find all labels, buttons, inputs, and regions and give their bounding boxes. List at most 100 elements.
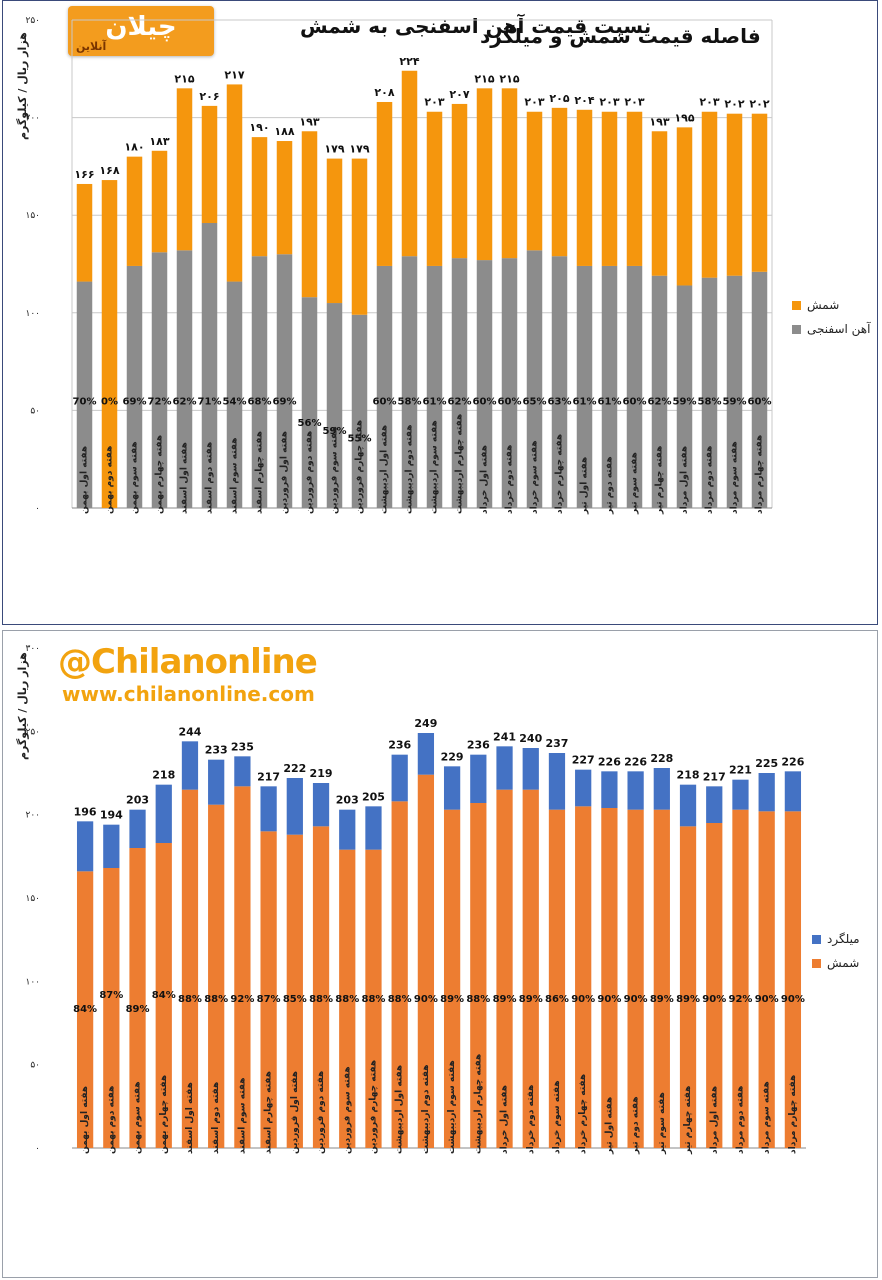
bar-segment-top [784,771,802,812]
total-label: 194 [100,809,123,822]
bar-segment-base [784,811,802,1148]
total-label: 244 [178,725,201,738]
bar-segment-top [181,741,199,790]
legend-item-billet: شمش [792,298,870,312]
bar-segment-top [470,754,487,803]
bar-segment-top [101,180,118,508]
percent-label: 62% [648,396,672,407]
bar-segment-top [76,183,93,282]
total-label: 205 [362,790,385,803]
bar-segment-top [286,778,303,835]
x-category-label: هفته دوم تیر [605,456,615,515]
bar-segment-base [201,223,218,508]
total-label: ۱۸۰ [124,141,144,154]
x-category-label: هفته دوم فروردین [305,431,315,514]
bar-segment-top [522,748,539,790]
percent-label: 61% [423,396,447,407]
x-category-label: هفته اول بهمن [80,1086,90,1154]
x-category-label: هفته چهارم تیر [683,1086,693,1155]
legend-item-billet-2: شمش [812,956,860,970]
total-label: ۱۸۸ [274,125,294,138]
x-category-label: هفته سوم خرداد [552,1080,562,1154]
bar-segment-top [103,824,120,868]
total-label: ۲۰۲ [724,98,744,111]
percent-label: 56% [298,418,322,429]
x-category-label: هفته سوم اردیبهشت [447,1060,457,1154]
x-category-label: هفته سوم فروردین [342,1066,352,1154]
percent-label: 89% [126,1004,150,1015]
percent-label: 90% [414,994,438,1005]
percent-label: 58% [398,396,422,407]
x-category-label: هفته دوم خرداد [505,445,515,514]
total-label: 237 [545,737,568,750]
total-label: ۲۰۳ [624,96,644,109]
bar-segment-base [451,258,468,508]
legend-swatch-billet-2 [812,958,821,968]
percent-label: 90% [597,994,621,1005]
y-tick-label: ۱۵۰ [25,211,40,221]
bar-segment-top [129,809,146,848]
bar-segment-base [181,789,199,1148]
total-label: ۲۱۷ [224,68,244,81]
bar-segment-top [476,88,493,261]
total-label: ۱۹۳ [299,115,319,128]
bar-segment-base [126,265,143,508]
total-label: 236 [467,739,490,752]
bar-segment-top [627,771,644,810]
total-label: ۲۱۵ [499,72,519,85]
total-label: ۲۰۳ [599,96,619,109]
total-label: 236 [388,739,411,752]
percent-label: 87% [99,990,123,1001]
x-category-label: هفته سوم اردیبهشت [430,420,440,514]
percent-label: 88% [335,994,359,1005]
bar-segment-top [376,101,393,266]
bar-segment-top [426,111,443,266]
x-category-label: هفته دوم بهمن [106,1086,116,1154]
percent-label: 70% [73,396,97,407]
total-label: 203 [126,794,149,807]
x-category-label: هفته اول تیر [604,1097,614,1155]
x-category-label: هفته اول اسفند [180,442,190,514]
bar-segment-base [208,804,225,1148]
bar-segment-base [417,774,435,1148]
total-label: ۲۰۶ [199,90,219,103]
bar-segment-base [470,803,487,1148]
legend-item-rebar: میلگرد [812,932,860,946]
bar-segment-top [417,733,435,775]
percent-label: 88% [466,994,490,1005]
x-category-label: هفته سوم مرداد [730,441,740,514]
x-category-label: هفته دوم تیر [631,1096,641,1155]
total-label: ۲۲۴ [399,55,419,68]
bar-segment-base [129,848,146,1148]
percent-label: 62% [173,396,197,407]
x-category-label: هفته دوم بهمن [105,446,115,514]
bar-segment-base [679,826,697,1148]
x-category-label: هفته دوم خرداد [526,1085,536,1154]
bar-segment-top [126,156,143,266]
bar-segment-top [326,158,343,304]
percent-label: 71% [198,396,222,407]
percent-label: 58% [698,396,722,407]
bar-segment-base [522,789,539,1148]
bar-segment-top [626,111,643,266]
legend-swatch-sponge-iron [792,324,801,334]
y-tick-label: ۰ [35,504,40,514]
total-label: ۲۰۳ [699,96,719,109]
bar-segment-base [401,256,418,508]
total-label: ۱۹۰ [249,121,269,134]
bar-segment-base [601,265,618,508]
percent-label: 68% [248,396,272,407]
bar-segment-base [653,809,670,1148]
bar-segment-top [676,127,693,286]
bar-segment-top [701,111,718,278]
chilan-website: www.chilanonline.com [62,682,315,706]
x-category-label: هفته چهارم اردیبهشت [455,414,465,514]
bar-segment-base [576,265,593,508]
y-tick-label: ۵۰ [30,406,40,416]
bar-segment-top [201,105,218,224]
percent-label: 90% [624,994,648,1005]
x-category-label: هفته اول خرداد [480,445,490,514]
x-category-label: هفته چهارم خرداد [578,1074,588,1154]
total-label: 229 [441,750,464,763]
bar-segment-base [706,823,723,1148]
